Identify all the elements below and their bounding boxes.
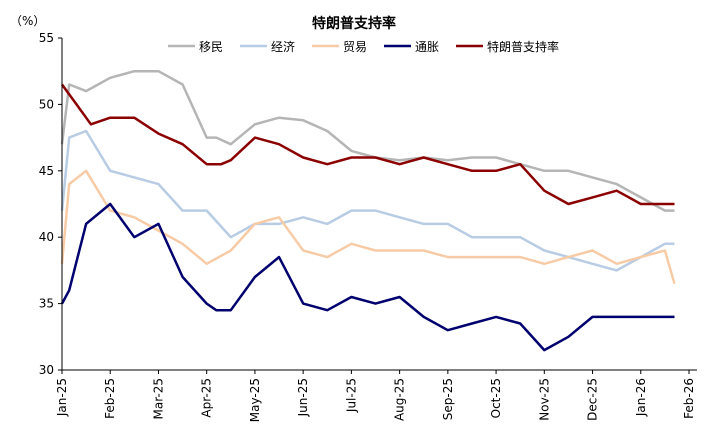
x-tick-label: May-25 [248, 378, 262, 422]
y-axis-ticks: 55 50 45 40 35 30 [39, 31, 62, 377]
legend: 移民 经济 贸易 通胀 特朗普支持率 [168, 39, 559, 54]
y-tick-label: 40 [39, 230, 54, 244]
y-tick-label: 30 [39, 363, 54, 377]
x-tick-label: Dec-25 [586, 378, 600, 421]
chart-title: 特朗普支持率 [312, 15, 396, 32]
y-axis-unit-label: （%） [10, 14, 45, 28]
series-line-trade [60, 169, 676, 285]
x-tick-label: Nov-25 [537, 378, 551, 421]
x-tick-label: Aug-25 [393, 378, 407, 421]
x-tick-label: Jun-25 [296, 378, 310, 417]
x-tick-label: Feb-26 [682, 378, 696, 419]
x-tick-label: Jul-25 [344, 378, 358, 413]
legend-label-trump-approval: 特朗普支持率 [487, 39, 559, 54]
y-tick-label: 35 [39, 297, 54, 311]
series-line-immigration [60, 69, 675, 212]
legend-label-trade: 贸易 [343, 40, 367, 54]
x-tick-label: Oct-25 [489, 378, 503, 418]
series-line-economy [60, 129, 675, 272]
y-tick-label: 45 [39, 164, 54, 178]
series-lines [60, 69, 676, 352]
x-tick-label: Mar-25 [151, 378, 165, 419]
legend-label-immigration: 移民 [199, 40, 223, 54]
x-tick-label: Feb-25 [103, 378, 117, 419]
x-tick-label: Sep-25 [441, 378, 455, 420]
series-line-trump-approval [60, 83, 675, 206]
x-tick-label: Jan-25 [55, 378, 69, 417]
x-tick-label: Jan-26 [634, 378, 648, 417]
x-axis-ticks: Jan-25 Feb-25 Mar-25 Apr-25 May-25 Jun-25 Jul-… [55, 370, 696, 422]
y-tick-label: 50 [39, 97, 54, 111]
legend-label-inflation: 通胀 [415, 40, 439, 54]
series-line-inflation [60, 202, 675, 352]
y-tick-label: 55 [39, 31, 54, 45]
legend-label-economy: 经济 [271, 39, 295, 54]
x-tick-label: Apr-25 [200, 378, 214, 418]
